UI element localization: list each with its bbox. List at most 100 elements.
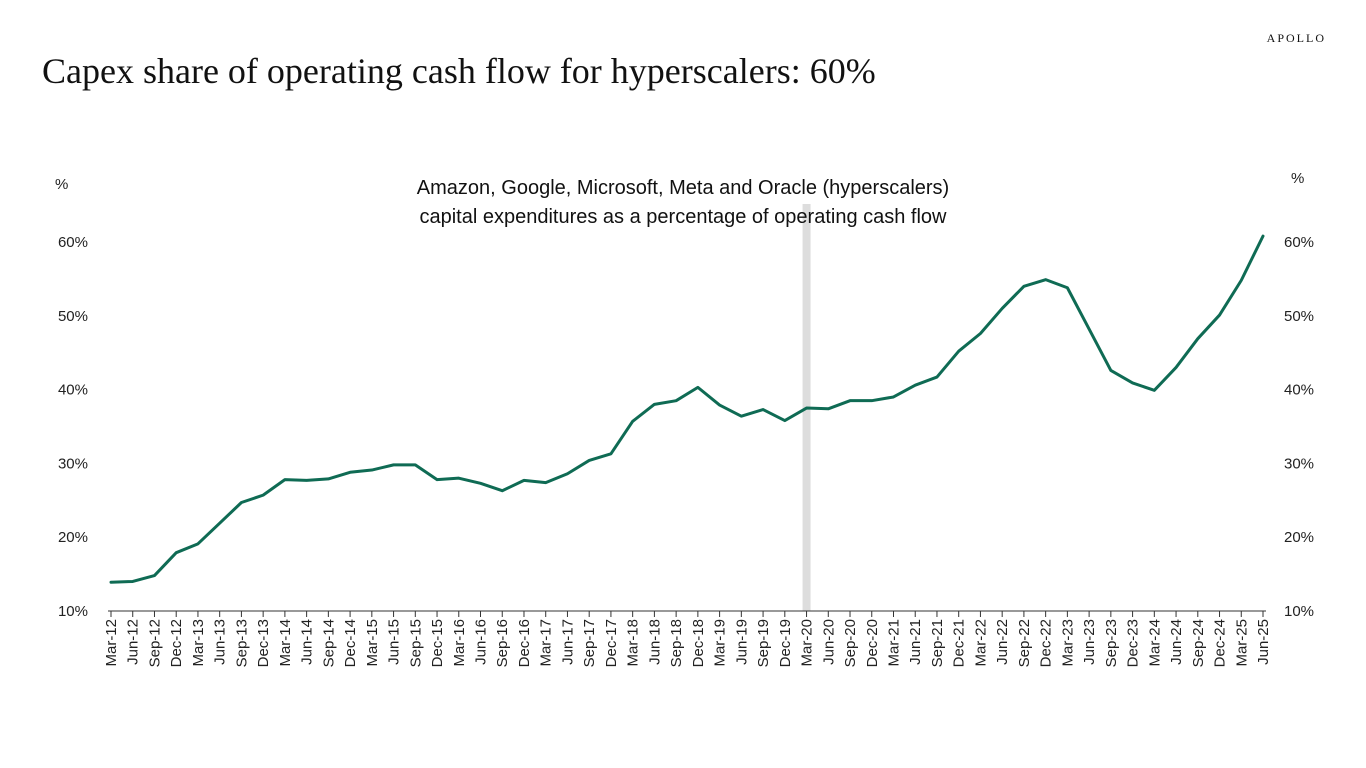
y-tick-label-left: 40% xyxy=(58,382,88,399)
data-point xyxy=(740,415,742,417)
chart-subtitle-line-1: Amazon, Google, Microsoft, Meta and Orac… xyxy=(417,177,949,199)
x-tick-label: Sep-23 xyxy=(1103,619,1120,667)
x-tick-label: Sep-20 xyxy=(842,619,859,667)
data-point xyxy=(610,453,612,455)
data-point xyxy=(762,409,764,411)
x-tick-label: Sep-12 xyxy=(146,619,163,667)
left-y-axis: 10% 20% 30% 40% 50% 60% xyxy=(58,234,88,620)
x-tick-label: Mar-18 xyxy=(625,619,642,667)
y-tick-label-right: 50% xyxy=(1284,308,1314,325)
data-point xyxy=(306,479,308,481)
data-point xyxy=(979,333,981,335)
data-point xyxy=(1262,235,1264,237)
data-point xyxy=(110,581,112,583)
x-tick-label: Jun-13 xyxy=(212,619,229,665)
page-title: Capex share of operating cash flow for h… xyxy=(42,51,876,91)
y-tick-label-left: 20% xyxy=(58,529,88,546)
data-point xyxy=(632,420,634,422)
x-tick-label: Sep-13 xyxy=(233,619,250,667)
data-point xyxy=(892,396,894,398)
x-tick-label: Jun-12 xyxy=(125,619,142,665)
x-tick-label: Sep-22 xyxy=(1016,619,1033,667)
x-tick-label: Sep-14 xyxy=(320,619,337,667)
x-tick-label: Jun-17 xyxy=(559,619,576,665)
x-tick-label: Mar-25 xyxy=(1233,619,1250,667)
right-y-axis: 10% 20% 30% 40% 50% 60% xyxy=(1284,234,1314,620)
x-tick-label: Jun-21 xyxy=(907,619,924,665)
x-tick-label: Mar-19 xyxy=(712,619,729,667)
data-point xyxy=(1110,369,1112,371)
x-tick-label: Jun-25 xyxy=(1255,619,1272,665)
x-tick-label: Dec-13 xyxy=(255,619,272,667)
data-point xyxy=(153,575,155,577)
data-point xyxy=(653,403,655,405)
data-point xyxy=(480,482,482,484)
data-point xyxy=(675,400,677,402)
data-point xyxy=(197,543,199,545)
x-tick-label: Jun-23 xyxy=(1081,619,1098,665)
left-axis-unit: % xyxy=(55,176,68,193)
data-point xyxy=(1023,285,1025,287)
data-point xyxy=(806,407,808,409)
data-point xyxy=(1088,328,1090,330)
data-point xyxy=(697,386,699,388)
data-point xyxy=(436,479,438,481)
x-tick-label: Mar-23 xyxy=(1059,619,1076,667)
x-tick-label: Dec-22 xyxy=(1038,619,1055,667)
data-point xyxy=(719,404,721,406)
data-point xyxy=(1240,279,1242,281)
x-tick-label: Jun-19 xyxy=(733,619,750,665)
x-tick-label: Sep-24 xyxy=(1190,619,1207,667)
x-tick-label: Sep-19 xyxy=(755,619,772,667)
y-tick-label-left: 50% xyxy=(58,308,88,325)
data-point xyxy=(501,490,503,492)
y-tick-label-right: 10% xyxy=(1284,603,1314,620)
right-axis-unit: % xyxy=(1291,170,1304,187)
data-point xyxy=(1219,314,1221,316)
y-tick-label-right: 20% xyxy=(1284,529,1314,546)
x-tick-label: Dec-20 xyxy=(864,619,881,667)
data-point xyxy=(458,477,460,479)
x-tick-label: Dec-23 xyxy=(1125,619,1142,667)
data-point xyxy=(132,580,134,582)
data-point xyxy=(371,469,373,471)
x-tick-label: Jun-20 xyxy=(820,619,837,665)
data-point xyxy=(914,384,916,386)
data-point xyxy=(327,478,329,480)
data-point xyxy=(1197,338,1199,340)
data-point xyxy=(849,400,851,402)
data-point xyxy=(1175,366,1177,368)
data-point xyxy=(393,464,395,466)
y-tick-label-right: 60% xyxy=(1284,234,1314,251)
x-tick-label: Jun-14 xyxy=(299,619,316,665)
data-point xyxy=(588,459,590,461)
x-tick-label: Dec-18 xyxy=(690,619,707,667)
x-tick-label: Dec-19 xyxy=(777,619,794,667)
data-point xyxy=(566,473,568,475)
x-tick-label: Mar-22 xyxy=(972,619,989,667)
y-tick-label-left: 30% xyxy=(58,455,88,472)
x-tick-label: Jun-18 xyxy=(646,619,663,665)
data-point xyxy=(284,479,286,481)
x-tick-label: Dec-24 xyxy=(1212,619,1229,667)
chart-subtitle-line-2: capital expenditures as a percentage of … xyxy=(419,206,947,228)
x-tick-label: Mar-13 xyxy=(190,619,207,667)
x-tick-label: Dec-21 xyxy=(951,619,968,667)
x-tick-label: Jun-22 xyxy=(994,619,1011,665)
data-point xyxy=(871,400,873,402)
data-point xyxy=(827,408,829,410)
x-tick-label: Dec-15 xyxy=(429,619,446,667)
data-point xyxy=(414,464,416,466)
data-point xyxy=(1153,389,1155,391)
data-point xyxy=(545,482,547,484)
data-point xyxy=(1001,307,1003,309)
data-point xyxy=(240,502,242,504)
x-tick-label: Dec-16 xyxy=(516,619,533,667)
data-point xyxy=(936,376,938,378)
data-point xyxy=(175,552,177,554)
data-point xyxy=(262,494,264,496)
x-tick-label: Mar-24 xyxy=(1146,619,1163,667)
data-point xyxy=(349,471,351,473)
x-tick-label: Mar-15 xyxy=(364,619,381,667)
